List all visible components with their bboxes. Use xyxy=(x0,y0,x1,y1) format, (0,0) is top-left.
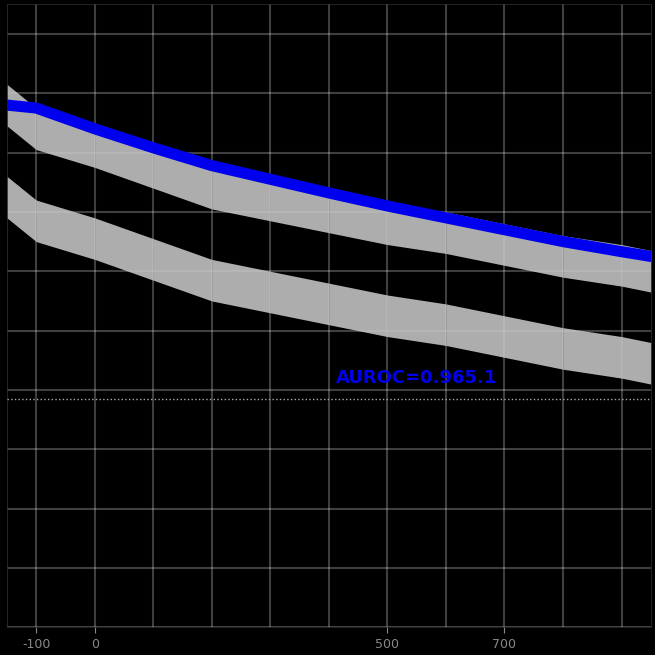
Text: AUROC=0.965.1: AUROC=0.965.1 xyxy=(336,369,497,387)
